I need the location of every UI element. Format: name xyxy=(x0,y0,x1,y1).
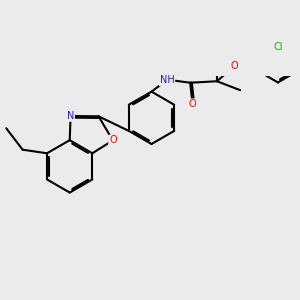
Text: O: O xyxy=(231,61,238,71)
Text: Cl: Cl xyxy=(273,42,283,52)
Text: N: N xyxy=(67,111,74,121)
Text: NH: NH xyxy=(160,75,174,85)
Text: O: O xyxy=(189,99,196,109)
Text: O: O xyxy=(109,135,117,146)
